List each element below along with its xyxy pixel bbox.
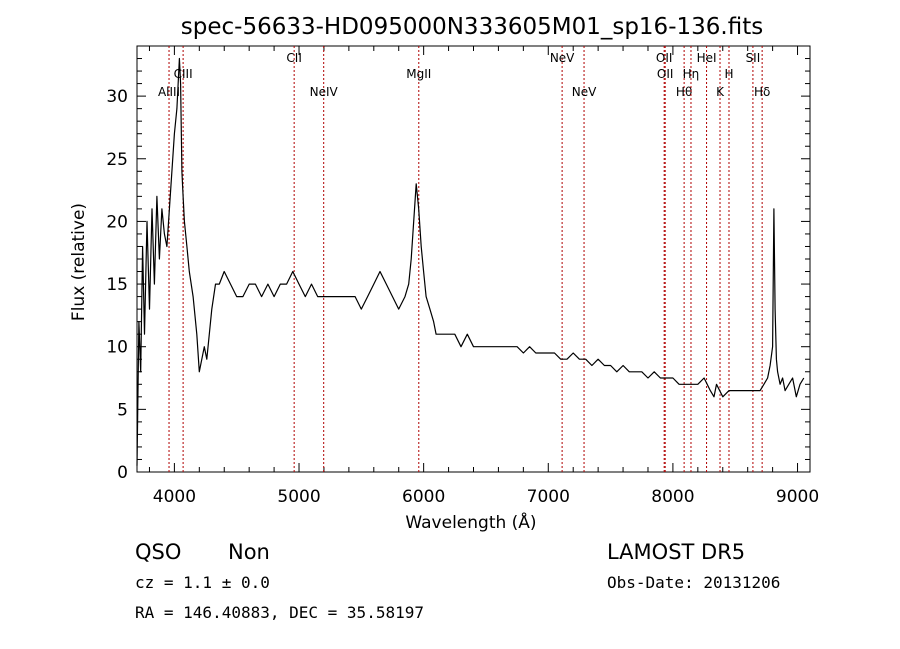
spectral-line-label: MgII xyxy=(406,67,431,81)
x-tick-label: 5000 xyxy=(277,487,320,507)
x-axis-label: Wavelength (Å) xyxy=(405,511,536,533)
spectral-line-label: Hθ xyxy=(676,85,692,99)
y-tick-label: 25 xyxy=(106,150,128,170)
observation-date: Obs-Date: 20131206 xyxy=(607,573,780,592)
y-tick-label: 15 xyxy=(106,275,128,295)
y-tick-label: 30 xyxy=(106,87,128,107)
spectral-line-label: CII xyxy=(286,51,301,65)
spectral-line-label: OII xyxy=(657,67,674,81)
y-tick-label: 20 xyxy=(106,212,128,232)
spectral-line-label: Hδ xyxy=(754,85,770,99)
x-tick-label: 4000 xyxy=(153,487,196,507)
x-tick-label: 8000 xyxy=(651,487,694,507)
x-tick-label: 7000 xyxy=(527,487,570,507)
spectral-line-label: AlIII xyxy=(158,85,180,99)
plot-frame xyxy=(136,45,811,473)
spectral-line-label: CIII xyxy=(174,67,193,81)
spectral-line-label: Hη xyxy=(683,67,700,81)
ra-dec: RA = 146.40883, DEC = 35.58197 xyxy=(135,603,424,622)
x-tick-label: 9000 xyxy=(776,487,819,507)
chart-title: spec-56633-HD095000N333605M01_sp16-136.f… xyxy=(181,14,763,40)
y-tick-label: 0 xyxy=(117,463,128,483)
survey-name: LAMOST DR5 xyxy=(607,540,745,564)
emission-lines: AlIIICIIICIINeIVMgIINeVNeVOIIOIIHθHηHeIK… xyxy=(158,46,770,472)
spectral-line-label: NeV xyxy=(550,51,575,65)
spectral-line-label: OII xyxy=(656,51,673,65)
object-subclass: Non xyxy=(228,540,270,564)
y-tick-label: 10 xyxy=(106,338,128,358)
y-tick-label: 5 xyxy=(117,400,128,420)
spectral-line-label: SII xyxy=(746,51,761,65)
x-axis: 4000 5000 6000 7000 8000 9000 xyxy=(148,46,819,507)
spectral-line-label: HeI xyxy=(697,51,717,65)
spectral-line-label: NeIV xyxy=(310,85,339,99)
y-axis-label: Flux (relative) xyxy=(69,203,89,321)
series-group xyxy=(136,57,805,466)
spectrum-info: QSO Non cz = 1.1 ± 0.0 RA = 146.40883, D… xyxy=(135,540,780,622)
object-class: QSO xyxy=(135,540,181,564)
spectral-line-label: K xyxy=(716,85,725,99)
x-tick-label: 6000 xyxy=(402,487,445,507)
spectral-line-label: NeV xyxy=(572,85,597,99)
spectral-line-label: H xyxy=(724,67,733,81)
redshift-cz: cz = 1.1 ± 0.0 xyxy=(135,573,270,592)
spectrum-series-line xyxy=(136,57,805,466)
y-axis: 0 5 10 15 20 25 30 xyxy=(106,45,810,483)
